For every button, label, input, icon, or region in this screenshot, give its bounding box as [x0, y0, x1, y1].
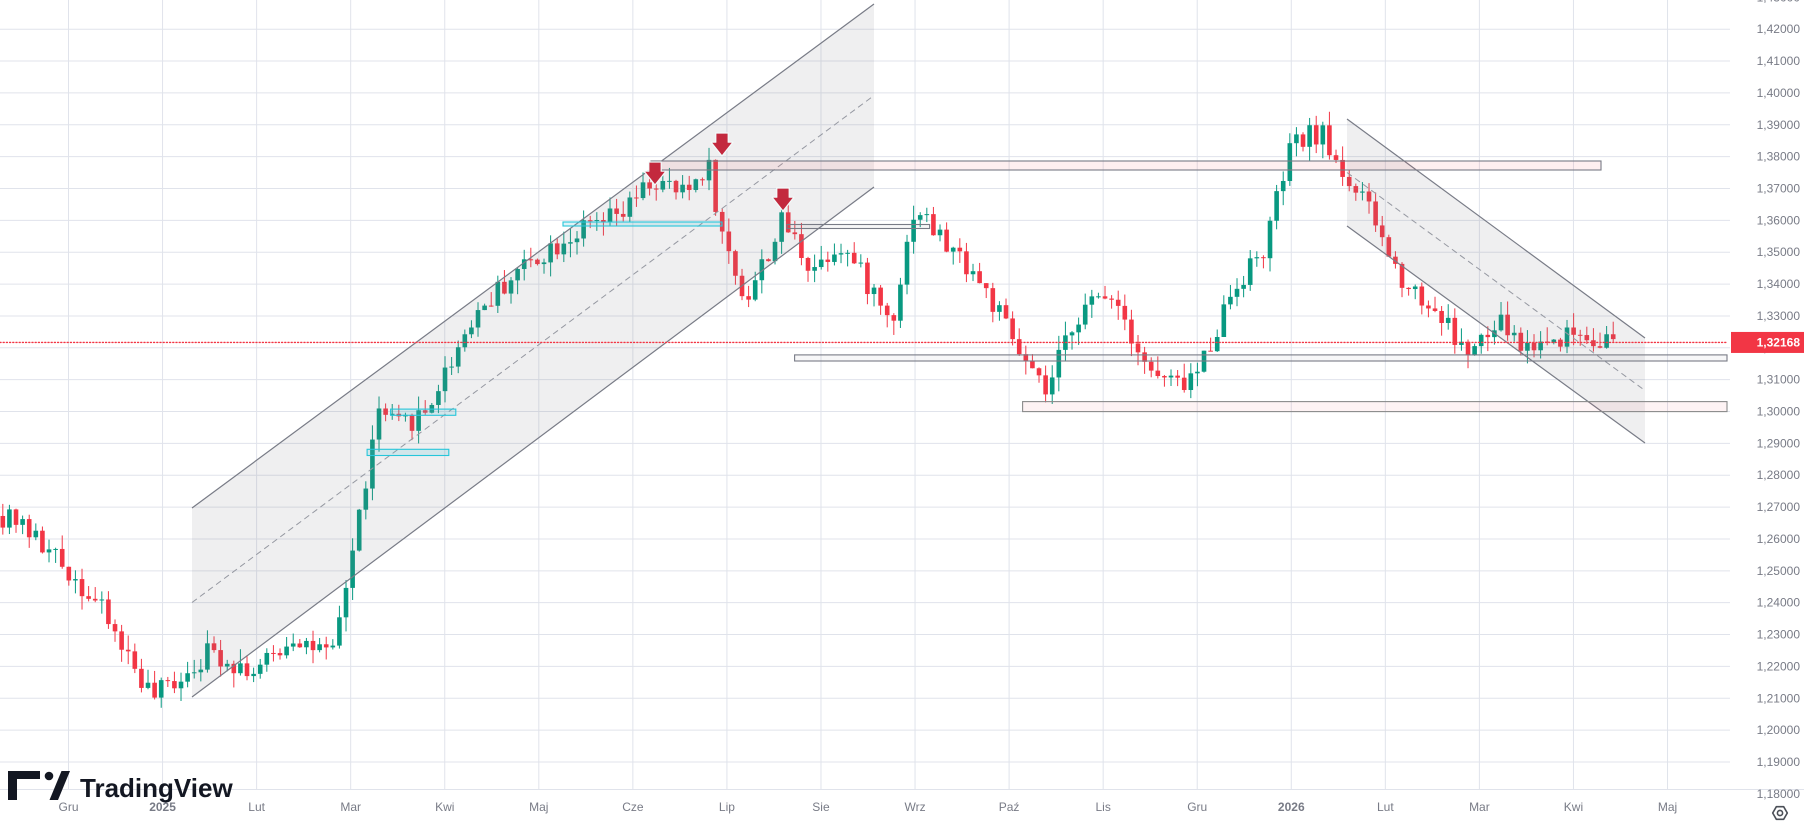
svg-text:Lis: Lis [1095, 800, 1110, 814]
svg-text:1,33000: 1,33000 [1757, 309, 1801, 323]
svg-text:1,31000: 1,31000 [1757, 373, 1801, 387]
svg-text:Wrz: Wrz [904, 800, 925, 814]
svg-text:1,28000: 1,28000 [1757, 468, 1801, 482]
svg-text:Sie: Sie [812, 800, 830, 814]
svg-text:1,39000: 1,39000 [1757, 118, 1801, 132]
svg-text:1,21000: 1,21000 [1757, 691, 1801, 705]
svg-text:Cze: Cze [622, 800, 644, 814]
svg-text:2026: 2026 [1278, 800, 1305, 814]
svg-text:Gru: Gru [58, 800, 78, 814]
svg-text:Lip: Lip [719, 800, 735, 814]
svg-text:Paź: Paź [999, 800, 1020, 814]
svg-text:1,41000: 1,41000 [1757, 54, 1801, 68]
svg-text:Kwi: Kwi [1564, 800, 1583, 814]
svg-text:1,40000: 1,40000 [1757, 86, 1801, 100]
svg-text:Kwi: Kwi [435, 800, 454, 814]
svg-text:Lut: Lut [1377, 800, 1394, 814]
svg-text:1,37000: 1,37000 [1757, 182, 1801, 196]
svg-text:1,38000: 1,38000 [1757, 150, 1801, 164]
svg-text:Mar: Mar [1469, 800, 1490, 814]
svg-text:TradingView: TradingView [80, 773, 233, 803]
svg-text:1,26000: 1,26000 [1757, 532, 1801, 546]
svg-text:1,29000: 1,29000 [1757, 436, 1801, 450]
svg-text:1,42000: 1,42000 [1757, 22, 1801, 36]
svg-text:1,23000: 1,23000 [1757, 628, 1801, 642]
svg-text:1,35000: 1,35000 [1757, 245, 1801, 259]
svg-text:Mar: Mar [340, 800, 361, 814]
svg-text:Lut: Lut [248, 800, 265, 814]
svg-text:1,24000: 1,24000 [1757, 596, 1801, 610]
svg-text:1,20000: 1,20000 [1757, 723, 1801, 737]
svg-text:1,18000: 1,18000 [1757, 787, 1801, 801]
svg-text:1,43000: 1,43000 [1757, 0, 1801, 4]
svg-text:Gru: Gru [1187, 800, 1207, 814]
svg-text:1,32168: 1,32168 [1757, 335, 1801, 349]
svg-text:1,27000: 1,27000 [1757, 500, 1801, 514]
svg-text:Maj: Maj [529, 800, 548, 814]
svg-text:1,34000: 1,34000 [1757, 277, 1801, 291]
svg-text:1,36000: 1,36000 [1757, 213, 1801, 227]
svg-text:1,25000: 1,25000 [1757, 564, 1801, 578]
svg-text:1,22000: 1,22000 [1757, 659, 1801, 673]
svg-text:1,19000: 1,19000 [1757, 755, 1801, 769]
svg-text:1,30000: 1,30000 [1757, 405, 1801, 419]
svg-text:Maj: Maj [1658, 800, 1677, 814]
